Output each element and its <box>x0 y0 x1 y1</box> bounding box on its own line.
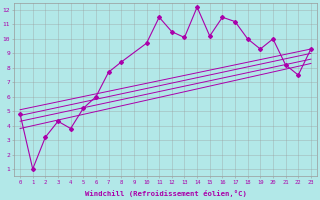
X-axis label: Windchill (Refroidissement éolien,°C): Windchill (Refroidissement éolien,°C) <box>84 190 246 197</box>
